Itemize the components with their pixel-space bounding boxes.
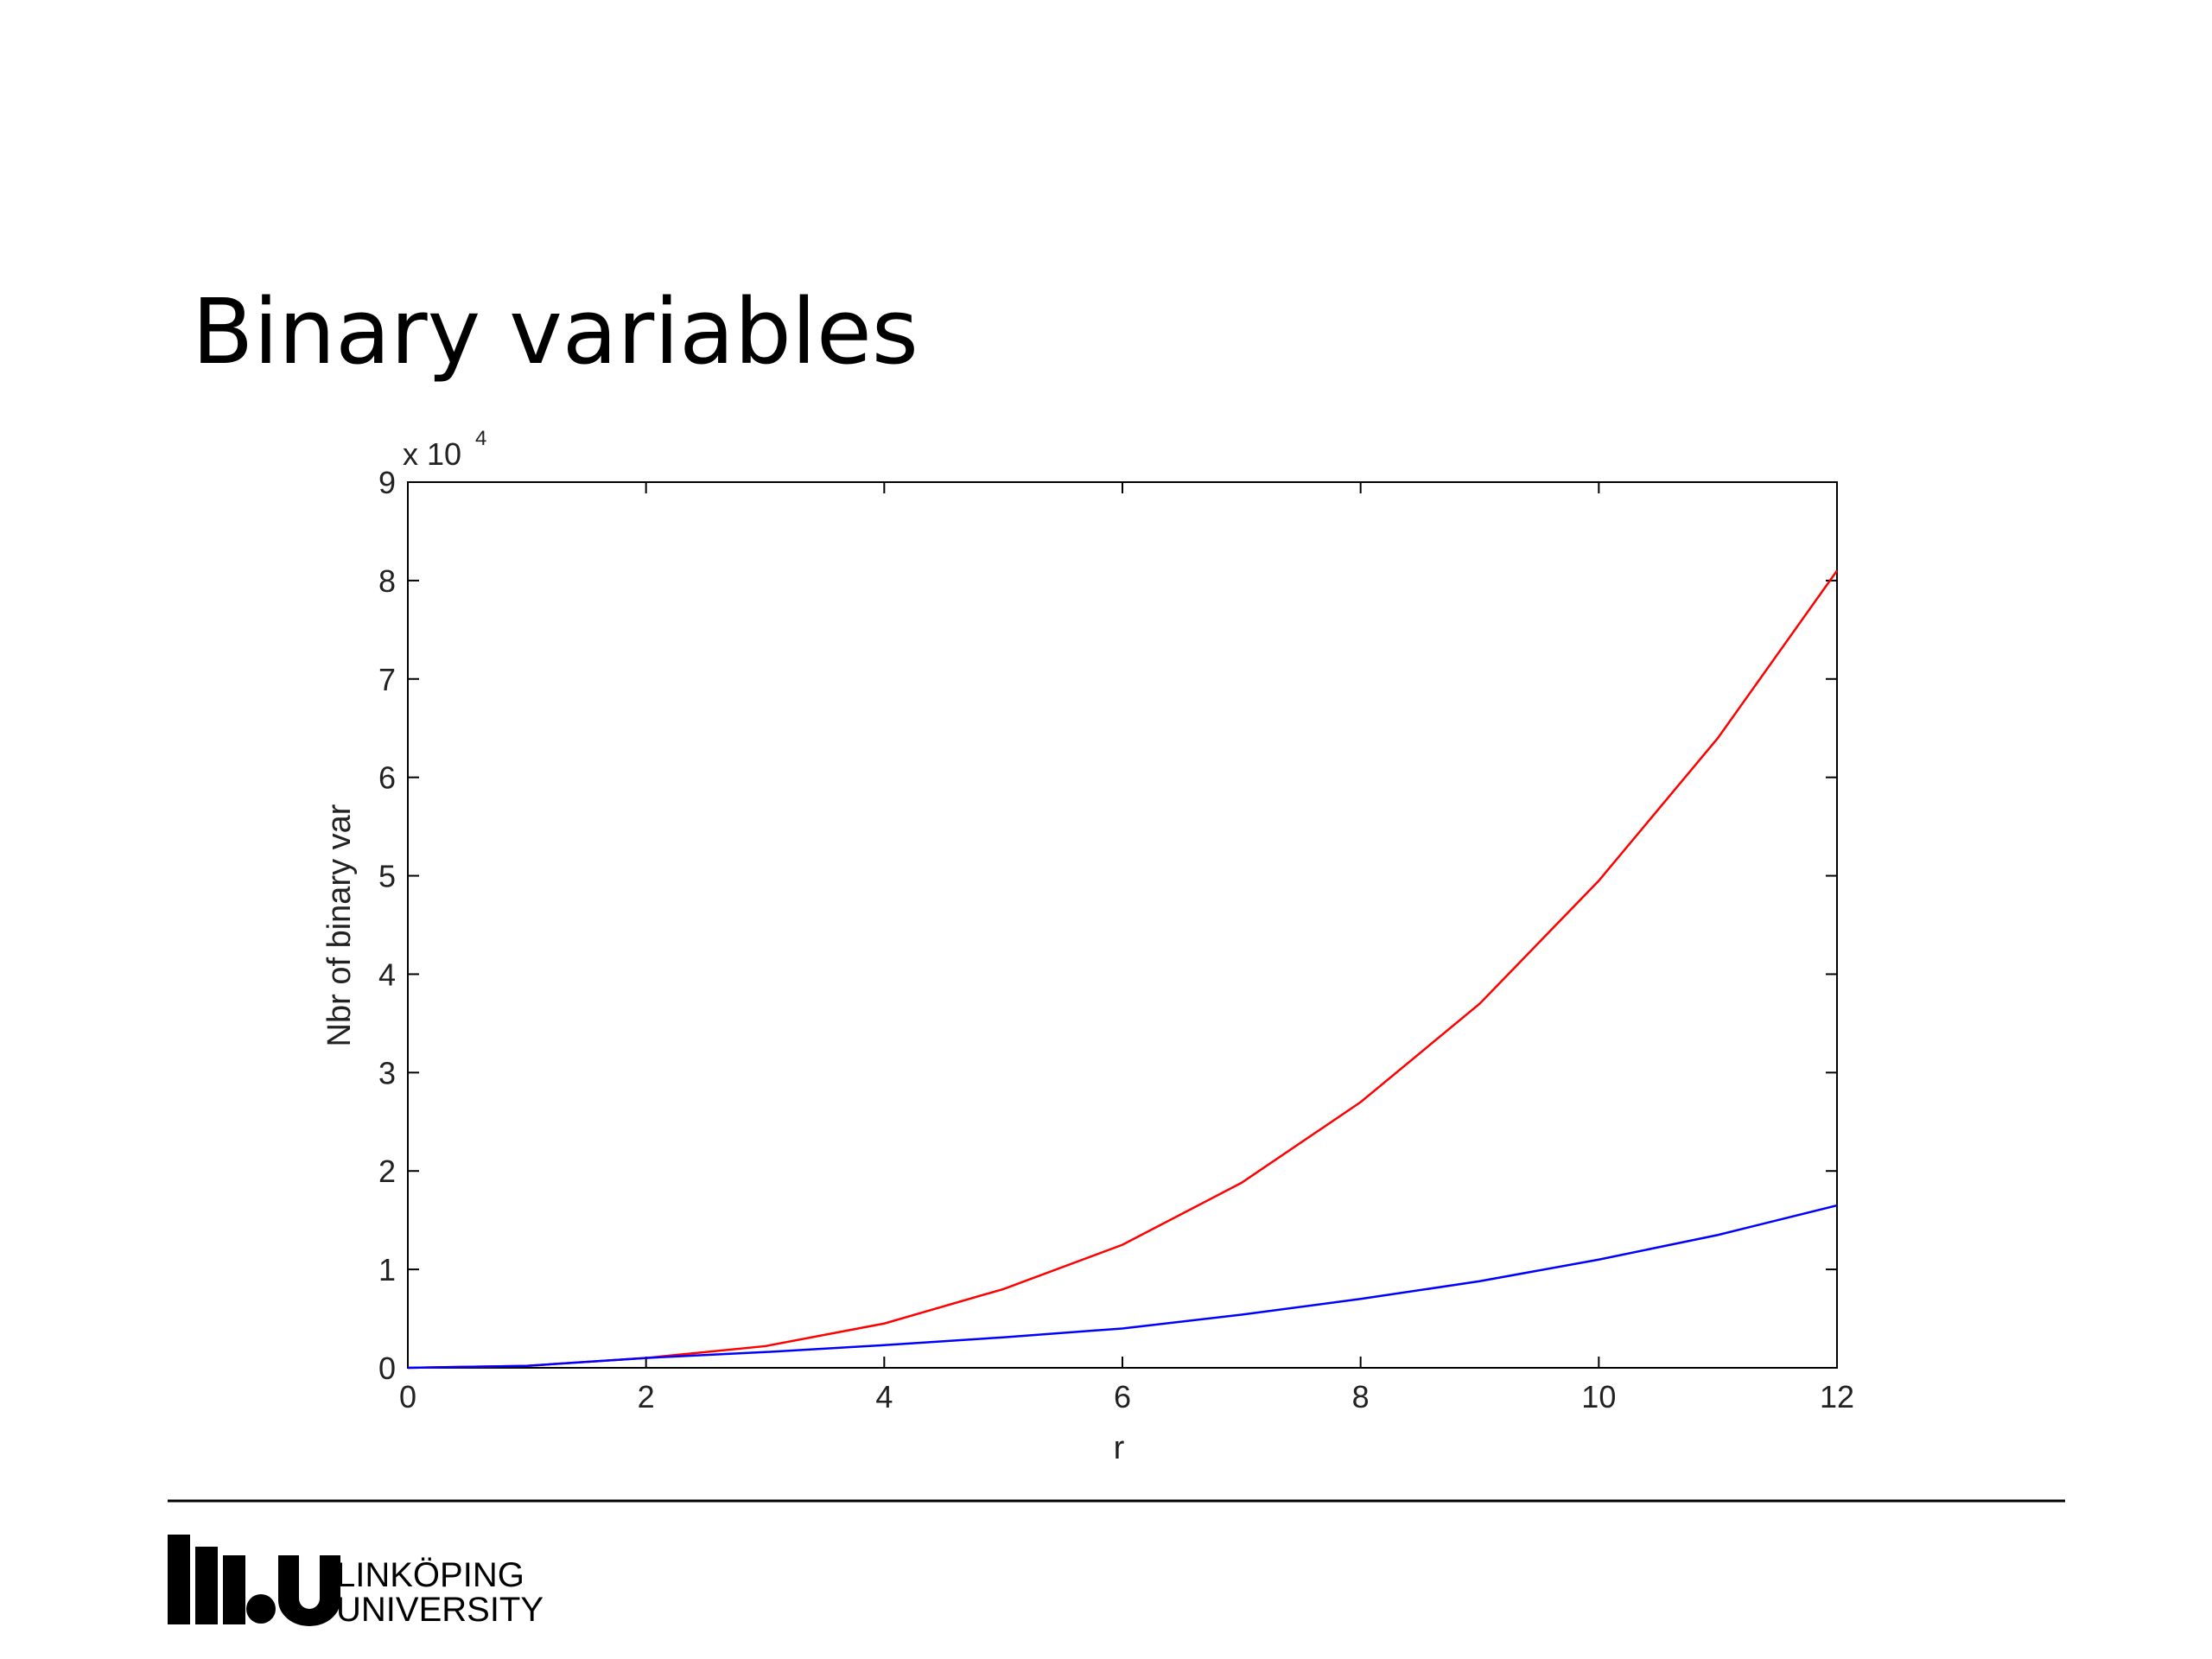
y-tick-label: 2 xyxy=(378,1154,396,1189)
logo-text: LINKÖPING xyxy=(336,1556,524,1594)
x-tick-label: 10 xyxy=(1581,1379,1616,1414)
y-tick-label: 4 xyxy=(378,957,396,992)
y-tick-label: 5 xyxy=(378,859,396,894)
y-tick-label: 3 xyxy=(378,1055,396,1090)
x-tick-label: 6 xyxy=(1114,1379,1131,1414)
series-line xyxy=(407,569,1839,1370)
y-tick-label: 6 xyxy=(378,760,396,796)
x-tick-label: 2 xyxy=(638,1379,655,1414)
logo-text: UNIVERSITY xyxy=(336,1591,543,1629)
x-axis-label: r xyxy=(1114,1430,1125,1466)
series-line xyxy=(407,1204,1838,1370)
y-multiplier: x 10 xyxy=(403,436,461,472)
y-tick-label: 1 xyxy=(378,1252,396,1287)
y-tick-label: 9 xyxy=(378,465,396,500)
y-axis-label: Nbr of binary var xyxy=(321,804,358,1046)
x-tick-label: 4 xyxy=(875,1379,893,1414)
plot-frame xyxy=(407,481,1838,1369)
x-tick-label: 12 xyxy=(1820,1379,1854,1414)
y-exponent: 4 xyxy=(475,427,486,450)
slide-title: Binary variables xyxy=(192,279,918,385)
x-tick-label: 8 xyxy=(1352,1379,1370,1414)
y-tick-label: 8 xyxy=(378,563,396,599)
y-tick-label: 0 xyxy=(378,1351,396,1386)
x-tick-label: 0 xyxy=(399,1379,416,1414)
logo-mark xyxy=(168,1535,340,1626)
y-tick-label: 7 xyxy=(378,662,396,697)
